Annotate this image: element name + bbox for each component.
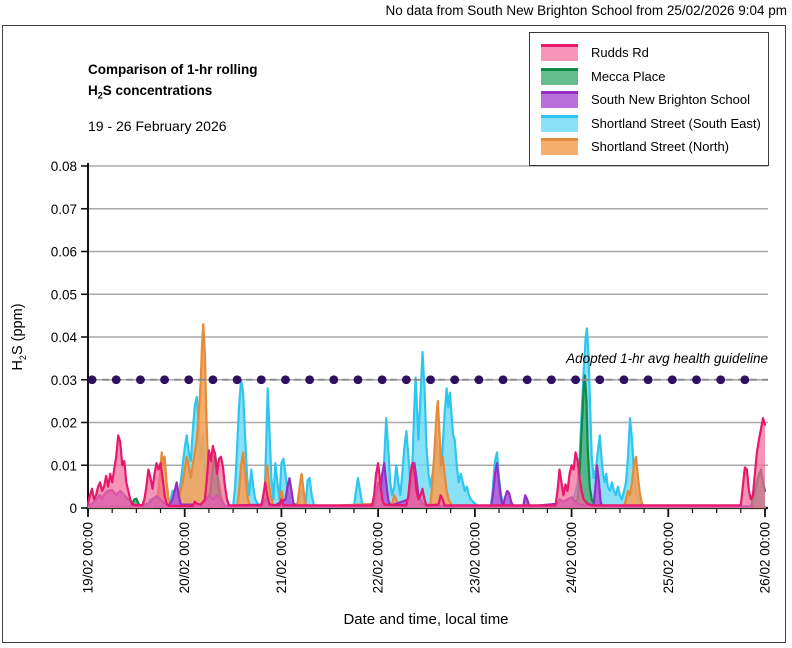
legend-swatch-shortland-street-south-east xyxy=(541,114,578,132)
guideline-marker xyxy=(353,375,363,385)
y-tick-label: 0.01 xyxy=(51,458,77,473)
guideline-marker xyxy=(450,375,460,385)
guideline-marker xyxy=(619,375,629,385)
legend-label: Shortland Street (South East) xyxy=(591,115,761,131)
legend-label: South New Brighton School xyxy=(591,92,750,108)
guideline-marker xyxy=(667,375,677,385)
guideline-marker xyxy=(547,375,556,385)
guideline-marker xyxy=(377,375,387,385)
y-tick-label: 0.02 xyxy=(51,416,77,431)
series-line-rudds-rd xyxy=(86,417,767,507)
x-tick-label: 21/02 00:00 xyxy=(274,522,289,593)
guideline-marker xyxy=(305,375,315,385)
guideline-marker xyxy=(498,375,508,385)
x-axis-title: Date and time, local time xyxy=(343,611,509,628)
legend-label: Mecca Place xyxy=(591,68,666,84)
guideline-marker xyxy=(329,375,339,385)
guideline-marker xyxy=(401,375,411,385)
guideline-marker xyxy=(160,375,169,385)
y-tick-label: 0.03 xyxy=(51,373,77,388)
legend-swatch-south-new-brighton-school xyxy=(541,91,578,109)
guideline-marker xyxy=(740,375,750,385)
legend-item-shortland-street-north: Shortland Street (North) xyxy=(541,135,762,159)
x-tick-label: 20/02 00:00 xyxy=(177,522,192,593)
guideline-marker xyxy=(716,375,726,385)
guideline-marker xyxy=(232,375,242,385)
no-data-notice: No data from South New Brighton School f… xyxy=(385,3,787,18)
x-tick-label: 23/02 00:00 xyxy=(467,522,482,593)
guideline-marker xyxy=(474,375,484,385)
legend-swatch-rudds-rd xyxy=(541,44,578,62)
guideline-marker xyxy=(111,375,121,385)
y-tick-label: 0.05 xyxy=(51,287,77,302)
legend: Rudds Rd Mecca Place South New Brighton Sc… xyxy=(529,32,769,166)
guideline-marker xyxy=(256,375,266,385)
x-tick-label: 24/02 00:00 xyxy=(564,522,579,593)
legend-item-rudds-rd: Rudds Rd xyxy=(541,41,762,65)
legend-item-shortland-street-south-east: Shortland Street (South East) xyxy=(541,112,762,136)
legend-swatch-shortland-street-north xyxy=(541,138,578,156)
guideline-marker xyxy=(87,375,97,385)
series-area-rudds-rd xyxy=(88,418,765,508)
guideline-marker xyxy=(184,375,194,385)
guideline-marker xyxy=(692,375,701,385)
y-tick-label: 0 xyxy=(69,501,77,516)
legend-item-south-new-brighton-school: South New Brighton School xyxy=(541,88,762,112)
y-tick-label: 0.04 xyxy=(51,330,78,345)
legend-swatch-mecca-place xyxy=(541,67,578,85)
y-tick-label: 0.07 xyxy=(51,202,77,217)
y-axis-title: H2S (ppm) xyxy=(10,303,28,371)
guideline-marker xyxy=(426,375,435,385)
legend-item-mecca-place: Mecca Place xyxy=(541,65,762,89)
y-tick-label: 0.08 xyxy=(51,159,77,174)
x-tick-label: 26/02 00:00 xyxy=(758,522,773,593)
guideline-marker xyxy=(595,375,605,385)
chart-subtitle: 19 - 26 February 2026 xyxy=(88,118,227,134)
x-tick-label: 25/02 00:00 xyxy=(661,522,676,593)
guideline-marker xyxy=(135,375,145,385)
x-tick-label: 19/02 00:00 xyxy=(81,522,96,593)
chart-title-line1: Comparison of 1-hr rolling xyxy=(88,62,258,77)
guideline-marker xyxy=(281,375,290,385)
guideline-label: Adopted 1-hr avg health guideline xyxy=(566,351,768,366)
guideline-marker xyxy=(208,375,218,385)
series-area-shortland-street-south-east xyxy=(88,328,765,508)
y-tick-label: 0.06 xyxy=(51,245,77,260)
series-line-shortland-street-north xyxy=(86,323,767,509)
x-tick-label: 22/02 00:00 xyxy=(371,522,386,593)
guideline-marker xyxy=(643,375,653,385)
guideline-marker xyxy=(522,375,532,385)
legend-label: Shortland Street (North) xyxy=(591,139,730,155)
legend-label: Rudds Rd xyxy=(591,45,649,61)
chart-title: Comparison of 1-hr rolling H2S concentra… xyxy=(88,60,258,104)
chart-title-line2: H2S concentrations xyxy=(88,82,213,101)
guideline-marker xyxy=(571,375,581,385)
